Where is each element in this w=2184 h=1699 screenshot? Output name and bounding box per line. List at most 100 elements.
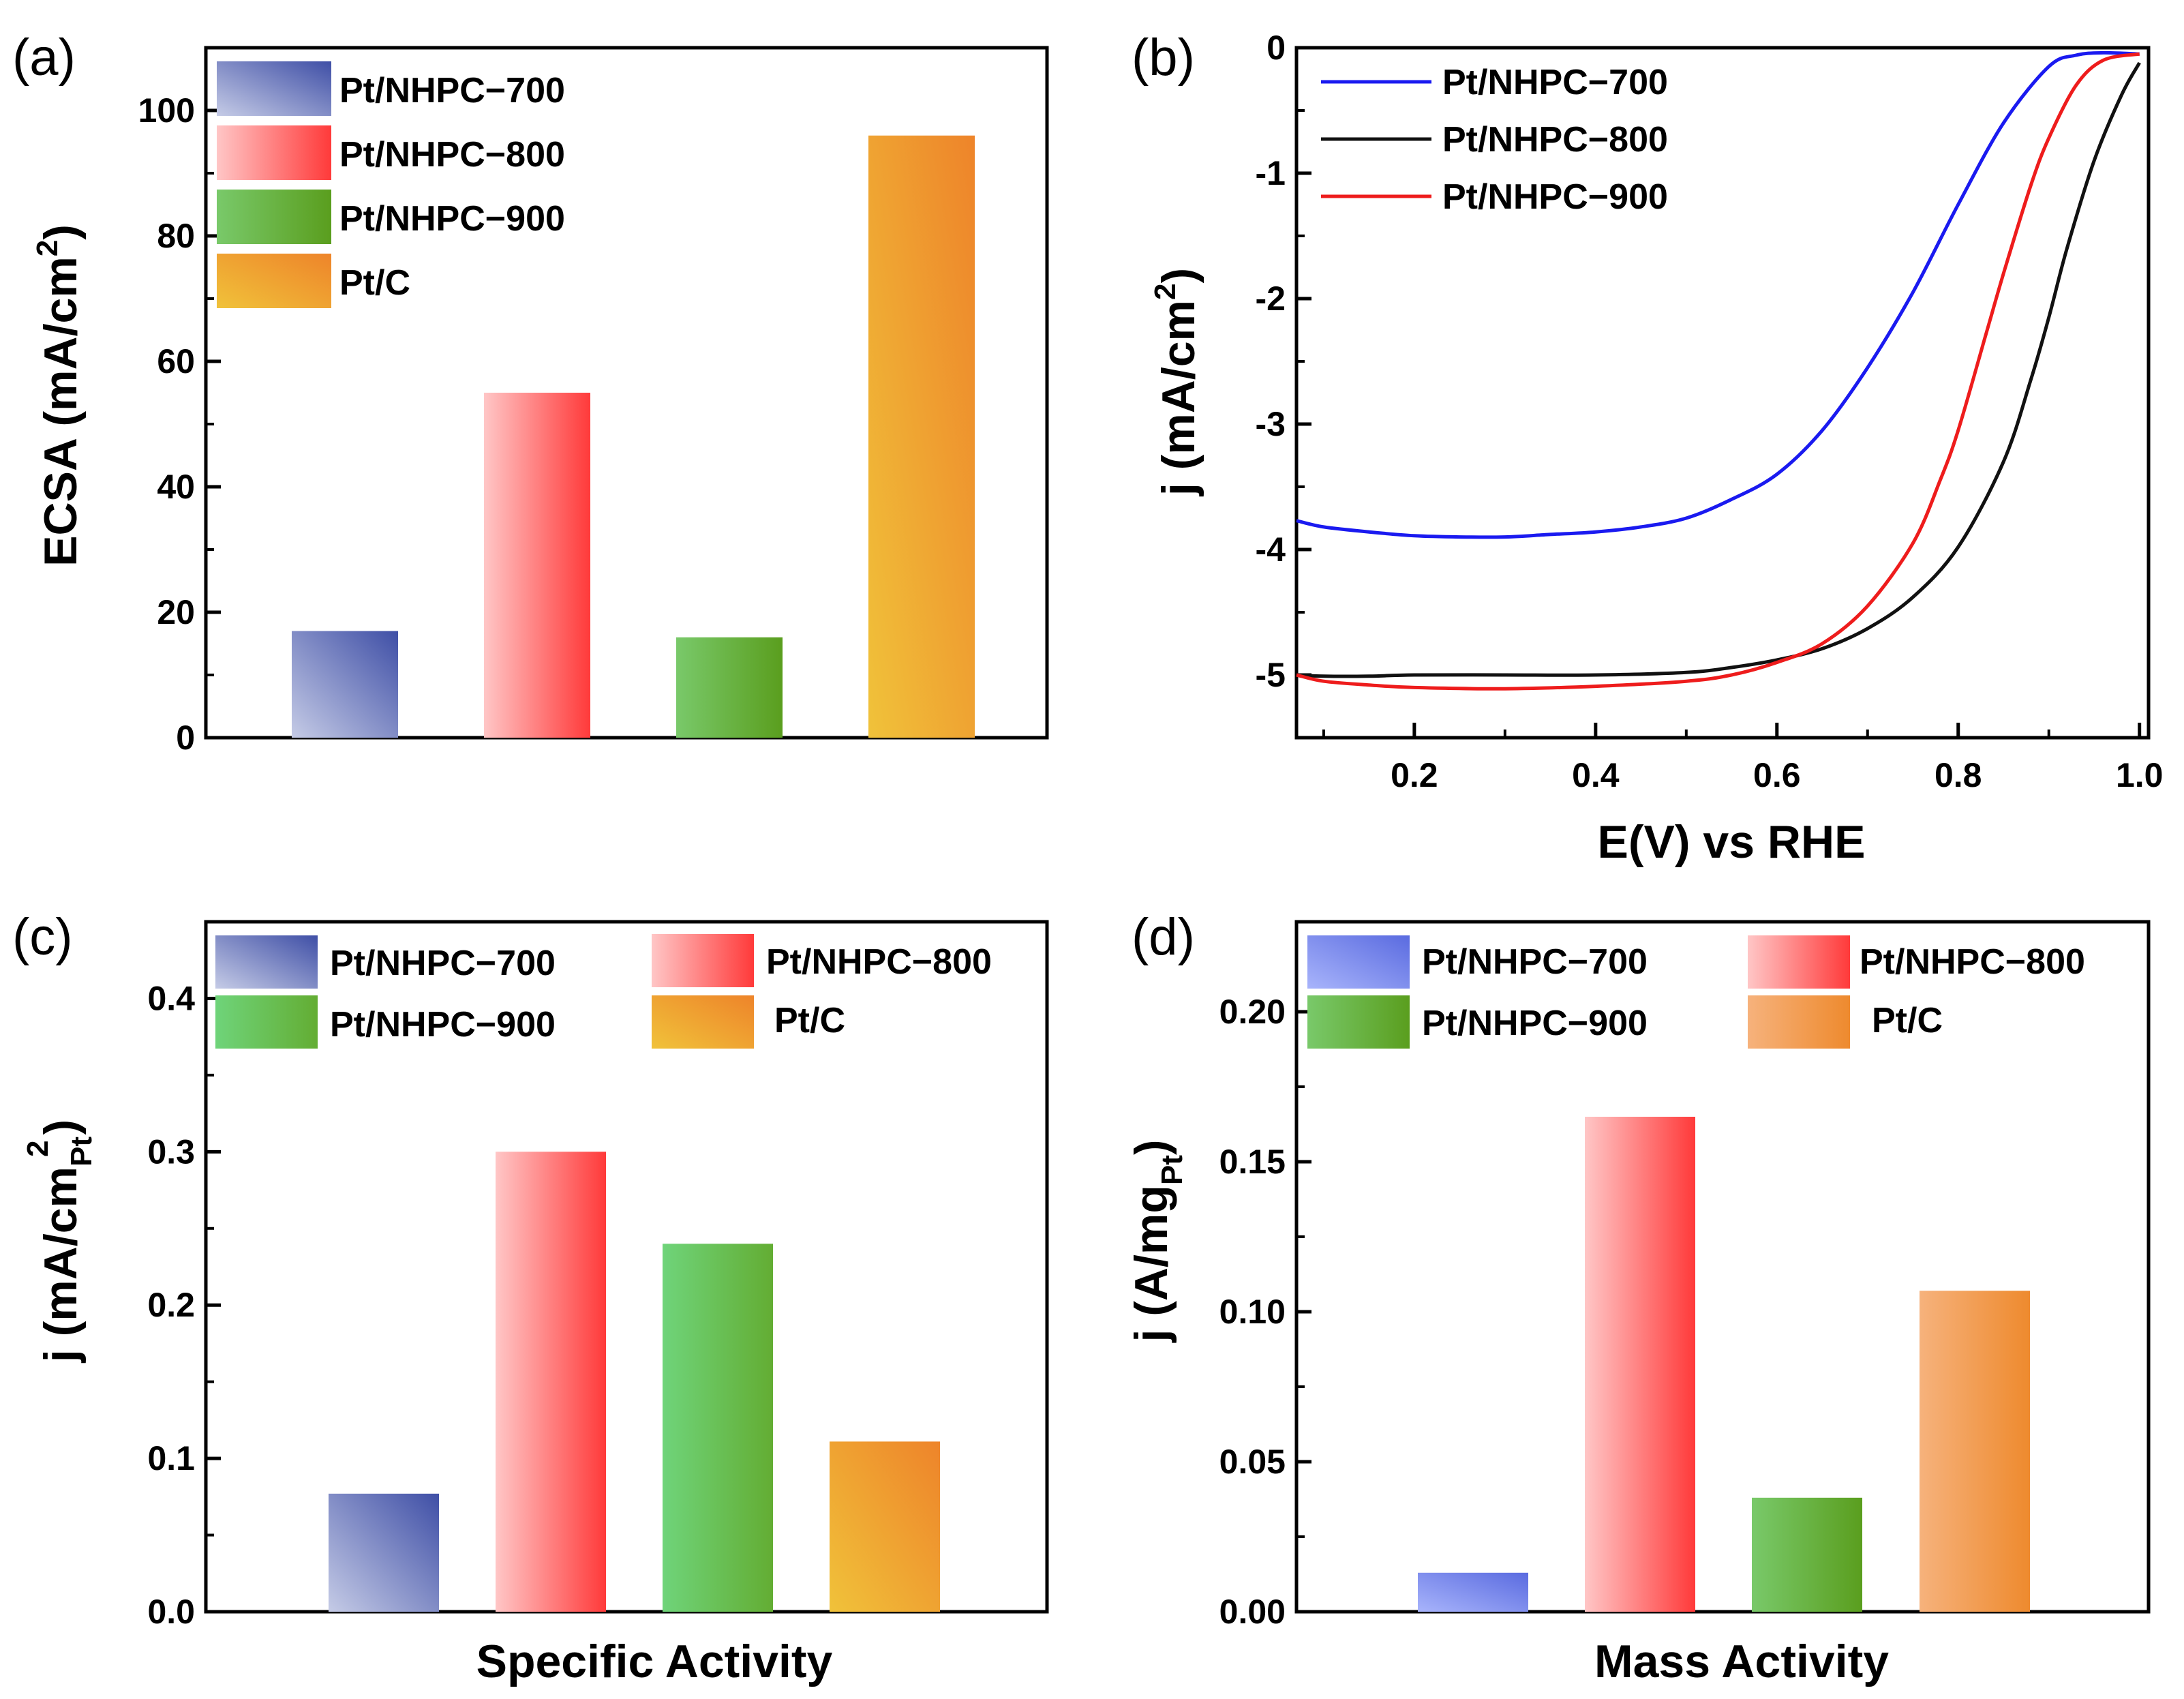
y-tick-label: 0.00: [1219, 1593, 1286, 1631]
y-tick-label: 0.2: [147, 1286, 195, 1324]
panel-a-bars: [292, 135, 975, 738]
panel-a-yaxis: 0 20 40 60 80 100: [138, 91, 221, 757]
y-tick-label: -2: [1256, 280, 1286, 318]
x-tick-label: 1.0: [2116, 756, 2164, 794]
legend-label: Pt/NHPC−800: [1860, 942, 2085, 982]
legend-swatch-pt-nhpc-900: [217, 190, 331, 244]
legend-swatch-pt-c: [217, 254, 331, 308]
y-tick-label: -3: [1256, 405, 1286, 443]
bar: [830, 1441, 940, 1612]
legend-label: Pt/NHPC−900: [339, 199, 565, 239]
panel-a-tag: (a): [12, 29, 76, 87]
panel-d-frame: [1294, 920, 2151, 1614]
panel-b-legend: Pt/NHPC−700 Pt/NHPC−800 Pt/NHPC−900: [1321, 63, 1668, 217]
series-line: [1296, 50, 2140, 539]
legend-swatch-pt-nhpc-800: [217, 125, 331, 180]
legend-swatch-pt-c: [1748, 995, 1850, 1049]
legend-swatch-pt-nhpc-800: [1748, 935, 1850, 989]
panel-d: (d) 0.00 0.05 0.10 0.15 0.20 Mass Activity j…: [1125, 908, 2151, 1687]
legend-swatch-pt-nhpc-700: [1307, 935, 1410, 989]
legend-swatch-pt-nhpc-800: [652, 934, 754, 987]
legend-label: Pt/NHPC−700: [330, 944, 556, 983]
bar: [496, 1152, 606, 1612]
y-tick-label: 0: [1267, 29, 1286, 67]
bar: [663, 1244, 773, 1612]
legend-label: Pt/NHPC−800: [766, 942, 992, 982]
y-tick-label: 0.15: [1219, 1143, 1286, 1181]
bar: [1920, 1291, 2030, 1612]
legend-label: Pt/NHPC−900: [1442, 177, 1668, 217]
panel-a-legend: Pt/NHPC−700 Pt/NHPC−800 Pt/NHPC−900 Pt/C: [217, 61, 565, 308]
y-tick-label: 0.10: [1219, 1293, 1286, 1331]
series-line: [1296, 52, 2140, 691]
legend-label: Pt/NHPC−800: [1442, 120, 1668, 160]
panel-a-frame: [204, 46, 1049, 740]
y-tick-label: 0: [176, 719, 195, 757]
panel-c-tag: (c): [12, 908, 73, 966]
panel-c-xlabel: Specific Activity: [476, 1636, 833, 1687]
panel-c-ylabel: j (mA/cmPt2): [21, 1119, 98, 1364]
legend-swatch-pt-nhpc-700: [217, 61, 331, 116]
panel-b-ylabel: j (mA/cm2): [1149, 268, 1204, 497]
panel-d-tag: (d): [1132, 908, 1195, 966]
legend-label: Pt/NHPC−700: [1422, 942, 1648, 982]
x-tick-label: 0.2: [1391, 756, 1438, 794]
bar: [1418, 1572, 1528, 1612]
panel-b-axes: -5 -4 -3 -2 -1 0 0.2 0.4 0.6 0.8 1.0: [1256, 29, 2164, 794]
y-tick-label: 40: [157, 468, 195, 506]
legend-label: Pt/C: [339, 263, 410, 303]
panel-b-lines: [1296, 50, 2141, 691]
panel-c-yaxis: 0.0 0.1 0.2 0.3 0.4: [147, 979, 221, 1631]
legend-label: Pt/NHPC−800: [339, 135, 565, 175]
legend-label: Pt/C: [774, 1001, 845, 1040]
legend-label: Pt/NHPC−900: [1422, 1004, 1648, 1043]
legend-label: Pt/NHPC−700: [339, 71, 565, 110]
y-tick-label: -5: [1256, 656, 1286, 694]
legend-label: Pt/NHPC−900: [330, 1005, 556, 1044]
x-tick-label: 0.6: [1753, 756, 1801, 794]
legend-label: Pt/C: [1872, 1001, 1943, 1040]
series-line: [1296, 61, 2141, 678]
panel-a: (a) 0 20 40 60 80 100 ECSA (mA/cm2) Pt/NHPC−7…: [12, 29, 1049, 757]
y-tick-label: 20: [157, 593, 195, 631]
panel-b-tag: (b): [1132, 29, 1195, 87]
panel-d-legend: Pt/NHPC−700 Pt/NHPC−800 Pt/NHPC−900 Pt/C: [1307, 935, 2085, 1049]
bar: [329, 1493, 439, 1612]
panel-b-xlabel: E(V) vs RHE: [1598, 816, 1866, 868]
x-tick-label: 0.8: [1935, 756, 1982, 794]
bar: [676, 637, 783, 738]
panel-d-ylabel: j (A/mgPt): [1125, 1139, 1189, 1343]
panel-d-xlabel: Mass Activity: [1594, 1636, 1889, 1687]
panel-a-ylabel: ECSA (mA/cm2): [31, 224, 87, 567]
legend-swatch-pt-nhpc-900: [1307, 995, 1410, 1049]
y-tick-label: 80: [157, 217, 195, 255]
y-tick-label: 0.3: [147, 1132, 195, 1171]
legend-swatch-pt-nhpc-700: [215, 935, 318, 989]
bar: [1585, 1117, 1695, 1612]
panel-c-bars: [329, 1152, 940, 1612]
panel-c-frame: [204, 920, 1049, 1614]
x-tick-label: 0.4: [1572, 756, 1620, 794]
panel-d-yaxis: 0.00 0.05 0.10 0.15 0.20: [1219, 993, 1311, 1631]
y-tick-label: -4: [1256, 530, 1286, 569]
panel-d-bars: [1418, 1117, 2030, 1612]
legend-swatch-pt-c: [652, 995, 754, 1049]
panel-c: (c) 0.0 0.1 0.2 0.3 0.4 Specific Activity j …: [12, 908, 1049, 1687]
y-tick-label: 0.20: [1219, 993, 1286, 1031]
y-tick-label: 60: [157, 342, 195, 380]
panel-c-legend: Pt/NHPC−700 Pt/NHPC−800 Pt/NHPC−900 Pt/C: [215, 934, 992, 1049]
bar: [484, 393, 590, 738]
bar: [1752, 1497, 1862, 1612]
y-tick-label: 100: [138, 91, 195, 130]
panel-b-frame: [1294, 46, 2151, 740]
y-tick-label: 0.0: [147, 1593, 195, 1631]
bar: [868, 135, 975, 738]
y-tick-label: 0.1: [147, 1439, 195, 1477]
legend-label: Pt/NHPC−700: [1442, 63, 1668, 102]
legend-swatch-pt-nhpc-900: [215, 995, 318, 1049]
panel-b: (b) -5 -4 -3 -2 -1 0 0.2 0.4 0.6 0.8 1.0 E(V) vs R…: [1132, 29, 2163, 868]
y-tick-label: 0.4: [147, 979, 195, 1017]
y-tick-label: -1: [1256, 154, 1286, 192]
y-tick-label: 0.05: [1219, 1443, 1286, 1481]
